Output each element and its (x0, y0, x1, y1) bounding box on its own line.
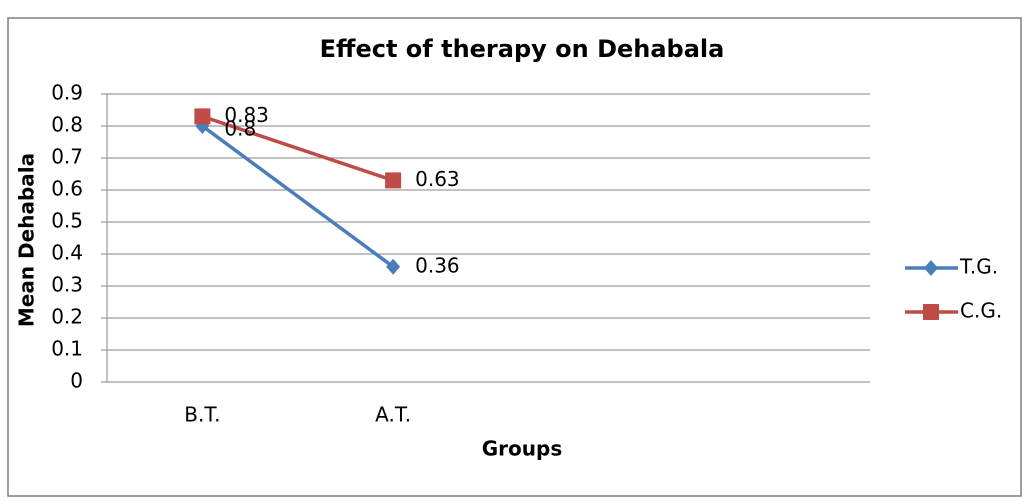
y-tick-label: 0.9 (51, 81, 83, 105)
series-line (201, 114, 394, 183)
data-label: 0.63 (415, 167, 460, 191)
y-tick-label: 0.8 (51, 113, 83, 137)
series-marker (194, 108, 211, 125)
legend-label: T.G. (959, 255, 998, 279)
legend-label: C.G. (960, 299, 1002, 323)
series-marker (386, 258, 401, 275)
y-tick-label: 0.1 (51, 337, 83, 361)
y-tick-label: 0.3 (51, 273, 83, 297)
y-tick-label: 0.6 (51, 177, 83, 201)
y-axis-title: Mean Dehabala (15, 153, 39, 327)
y-tick-label: 0.2 (51, 305, 83, 329)
series-marker (385, 172, 402, 189)
data-label: 0.83 (224, 103, 269, 127)
data-label: 0.36 (415, 253, 460, 277)
x-axis-title: Groups (482, 437, 562, 461)
y-tick-label: 0.7 (51, 145, 83, 169)
x-tick-label: A.T. (375, 403, 411, 427)
legend-marker (924, 260, 938, 276)
y-tick-label: 0 (70, 369, 83, 393)
chart-frame (7, 17, 1022, 497)
legend-marker (923, 304, 939, 320)
series-line (201, 124, 395, 269)
y-tick-label: 0.5 (51, 209, 83, 233)
y-tick-label: 0.4 (51, 241, 83, 265)
chart-title: Effect of therapy on Dehabala (320, 35, 725, 63)
data-label: 0.8 (224, 117, 256, 141)
x-tick-label: B.T. (184, 403, 220, 427)
